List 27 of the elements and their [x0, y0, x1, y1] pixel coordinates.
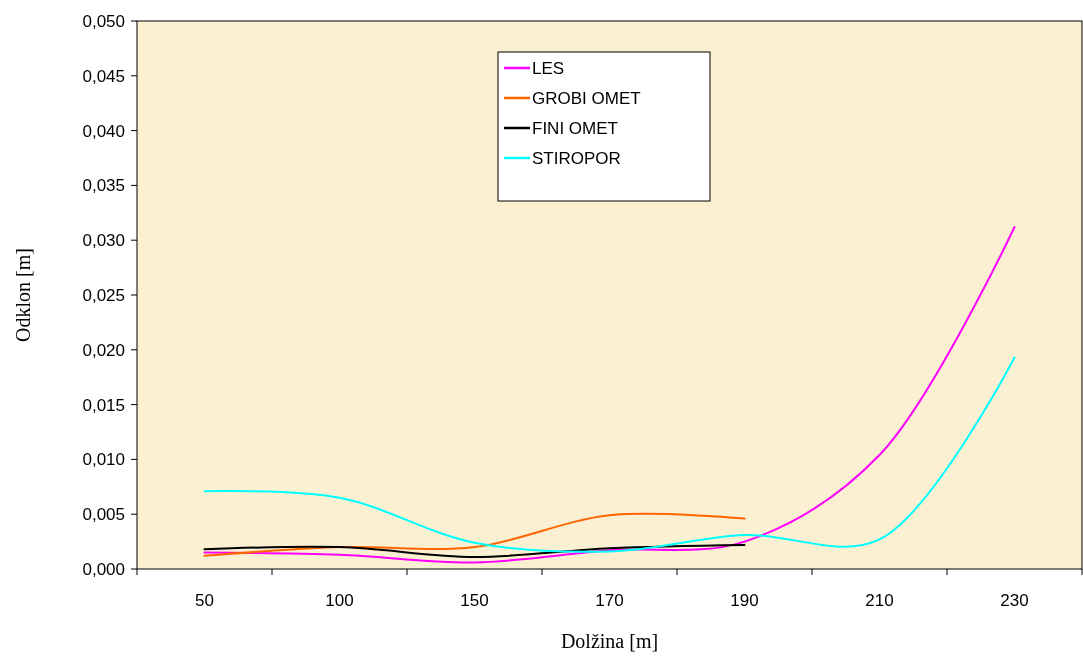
legend-label: STIROPOR: [532, 148, 621, 168]
y-tick-label: 0,015: [82, 395, 125, 415]
y-tick-label: 0,020: [82, 340, 125, 360]
y-tick-label: 0,050: [82, 11, 125, 31]
x-tick-label: 150: [460, 591, 489, 610]
x-tick-label: 100: [325, 591, 354, 610]
x-tick-label: 50: [195, 591, 214, 610]
x-tick-label: 170: [595, 591, 624, 610]
y-tick-label: 0,000: [82, 559, 125, 579]
y-tick-label: 0,025: [82, 285, 125, 305]
x-tick-label: 230: [1000, 591, 1029, 610]
x-axis-title: Dolžina [m]: [560, 630, 659, 652]
y-tick-label: 0,010: [82, 450, 125, 470]
x-tick-label: 190: [730, 591, 759, 610]
line-series: [203, 543, 746, 558]
y-tick-label: 0,035: [82, 176, 125, 196]
y-tick-label: 0,045: [82, 66, 125, 86]
y-tick-label: 0,005: [82, 505, 125, 525]
legend-label: FINI OMET: [532, 118, 618, 138]
legend-label: GROBI OMET: [532, 88, 641, 108]
y-axis-title: Odklon [m]: [12, 248, 34, 342]
y-tick-label: 0,040: [82, 121, 125, 141]
y-tick-label: 0,030: [82, 231, 125, 251]
legend-label: LES: [532, 58, 565, 78]
line-series: [203, 356, 1016, 553]
line-series: [203, 226, 1016, 564]
x-tick-label: 210: [865, 591, 894, 610]
